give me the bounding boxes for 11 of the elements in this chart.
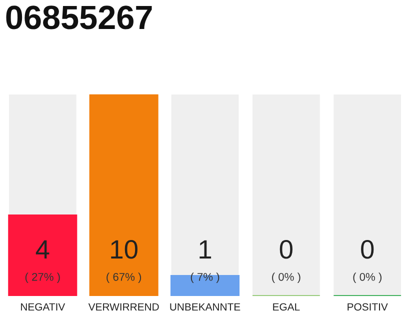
data-label: 0 ( 0% ) <box>272 240 300 284</box>
x-tick-label: VERWIRREND <box>88 303 159 310</box>
data-label: 0 ( 0% ) <box>353 240 382 284</box>
data-label: 10 ( 67% ) <box>106 240 142 284</box>
x-tick-label: EGAL <box>273 303 300 311</box>
x-tick-label: POSITIV <box>348 303 388 311</box>
x-tick-label: NEGATIV <box>21 303 66 311</box>
chart-title: 06855267 <box>6 6 152 30</box>
x-tick-label: UNBEKANNTE <box>170 303 240 311</box>
data-label: 1 ( 7% ) <box>190 240 220 284</box>
data-label: 4 ( 27% ) <box>25 240 60 284</box>
